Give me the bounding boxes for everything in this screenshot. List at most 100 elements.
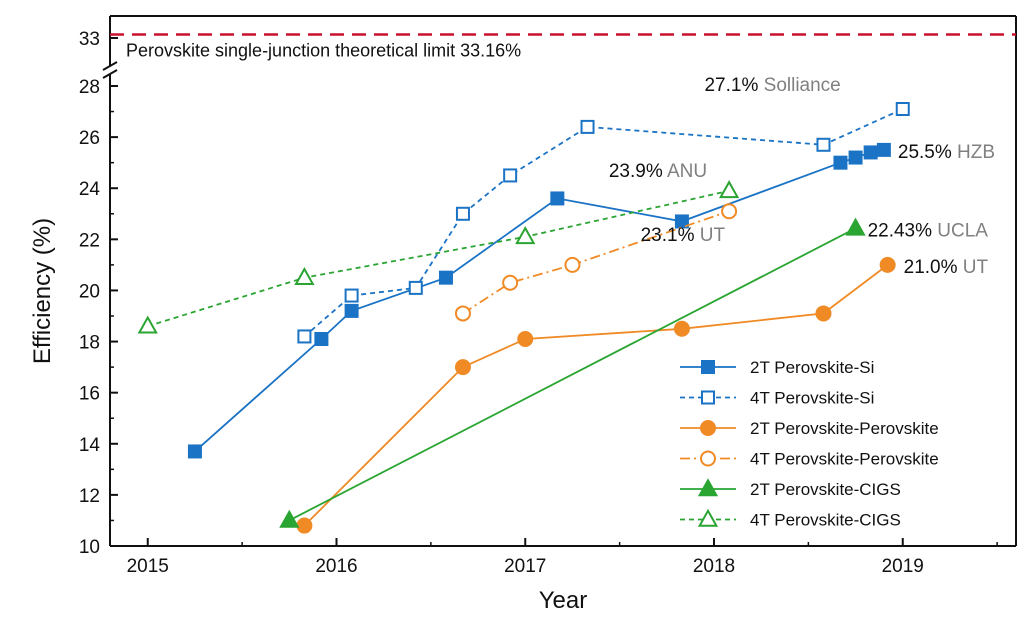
y-tick-label: 26 xyxy=(79,128,100,149)
data-point xyxy=(718,180,740,199)
data-point xyxy=(848,150,863,165)
annotation-label: UCLA xyxy=(937,220,988,241)
data-point xyxy=(438,270,453,285)
series-line xyxy=(303,264,889,527)
axis-break-mark xyxy=(102,61,118,71)
annotations: 27.1% Solliance 25.5% HZB 23.9% ANU 23.1% U… xyxy=(609,75,995,278)
legend-marker xyxy=(700,420,716,436)
legend-item: 4T Perovskite-Perovskite xyxy=(680,450,939,469)
data-point xyxy=(515,226,536,245)
annotation: 23.9% ANU xyxy=(609,161,707,182)
data-point xyxy=(314,332,329,346)
data-point xyxy=(296,517,313,534)
legend-marker xyxy=(697,508,719,527)
data-point xyxy=(674,214,689,229)
legend-label: 2T Perovskite-CIGS xyxy=(750,480,901,499)
annotation-value: 27.1% xyxy=(704,75,763,96)
annotation-value: 21.0% xyxy=(904,257,963,278)
y-tick-label: 28 xyxy=(79,77,100,98)
legend: 2T Perovskite-Si 4T Perovskite-Si 2T Perov… xyxy=(680,358,939,530)
legend-label: 2T Perovskite-Si xyxy=(750,358,874,377)
x-tick-label: 2017 xyxy=(504,556,546,577)
data-point xyxy=(137,315,158,334)
series-2t-perovskite-si xyxy=(187,142,891,459)
annotation-label: HZB xyxy=(957,142,995,163)
y-tick-label: 33 xyxy=(79,29,100,50)
series-line xyxy=(462,210,730,315)
annotation-value: 25.5% xyxy=(898,142,957,163)
data-point xyxy=(564,256,581,273)
series-line xyxy=(288,227,857,522)
data-point xyxy=(297,329,312,344)
data-point xyxy=(408,280,423,295)
data-point xyxy=(845,217,866,236)
series-4t-perovskite-cigs xyxy=(137,180,740,334)
annotation-value: 22.43% xyxy=(868,220,938,241)
annotation-label: ANU xyxy=(667,161,707,182)
axis-break-mark xyxy=(102,69,118,79)
y-tick-label: 22 xyxy=(79,230,100,251)
legend-label: 4T Perovskite-CIGS xyxy=(750,511,901,530)
annotation: 23.1% UT xyxy=(641,225,726,246)
annotation: 21.0% UT xyxy=(904,257,989,278)
data-point xyxy=(517,331,534,347)
data-point xyxy=(833,155,848,170)
series-4t-perovskite-si xyxy=(297,102,910,344)
series-line xyxy=(194,149,885,453)
limit-label: Perovskite single-junction theoretical l… xyxy=(126,40,521,60)
y-axis-title: Efficiency (%) xyxy=(29,218,56,364)
data-point xyxy=(502,274,519,291)
series-4t-perovskite-perovskite xyxy=(454,203,738,322)
legend-item: 2T Perovskite-Si xyxy=(680,358,874,377)
annotation: 22.43% UCLA xyxy=(868,220,989,241)
x-tick-label: 2015 xyxy=(127,556,169,577)
legend-marker xyxy=(701,390,715,405)
annotation: 27.1% Solliance xyxy=(704,75,840,96)
data-point xyxy=(503,168,518,183)
y-tick-label: 10 xyxy=(79,537,100,558)
legend-marker xyxy=(700,450,716,467)
series-line xyxy=(303,108,904,338)
legend-item: 4T Perovskite-Si xyxy=(680,389,874,408)
data-point xyxy=(550,191,565,206)
data-point xyxy=(816,137,831,152)
data-point xyxy=(455,206,470,221)
legend-item: 2T Perovskite-CIGS xyxy=(680,478,901,499)
data-point xyxy=(721,203,738,220)
x-tick-label: 2016 xyxy=(315,556,357,577)
legend-item: 4T Perovskite-CIGS xyxy=(680,508,901,530)
data-point xyxy=(344,303,359,318)
data-point xyxy=(294,266,315,285)
data-point xyxy=(895,102,910,116)
y-tick-label: 24 xyxy=(79,179,101,200)
x-tick-label: 2019 xyxy=(882,556,924,577)
legend-marker xyxy=(701,360,715,374)
axes: 10 12 14 16 18 20 22 24 26 28 33 2015 2016 2017 2018 20… xyxy=(79,15,1017,577)
y-tick-label: 14 xyxy=(79,435,101,456)
annotation-label: UT xyxy=(700,225,726,246)
legend-item: 2T Perovskite-Perovskite xyxy=(680,419,939,438)
series-line xyxy=(147,189,730,328)
legend-marker xyxy=(697,478,719,497)
data-point xyxy=(879,256,896,273)
annotation-value: 23.1% xyxy=(641,225,700,246)
y-tick-label: 16 xyxy=(79,384,100,405)
series-group xyxy=(137,102,910,534)
series-2t-perovskite-perovskite xyxy=(296,256,896,534)
y-tick-label: 12 xyxy=(79,486,100,507)
annotation: 25.5% HZB xyxy=(898,142,995,163)
data-point xyxy=(454,359,471,376)
series-2t-perovskite-cigs xyxy=(279,217,866,528)
data-point xyxy=(863,145,878,160)
annotation-label: Solliance xyxy=(764,75,841,96)
data-point xyxy=(815,305,832,322)
data-point xyxy=(454,305,471,322)
y-tick-label: 20 xyxy=(79,281,100,302)
data-point xyxy=(673,320,690,337)
data-point xyxy=(279,509,300,528)
annotation-value: 23.9% xyxy=(609,161,667,182)
theoretical-limit: Perovskite single-junction theoretical l… xyxy=(110,33,1016,60)
data-point xyxy=(344,288,359,303)
annotation-label: UT xyxy=(963,257,989,278)
